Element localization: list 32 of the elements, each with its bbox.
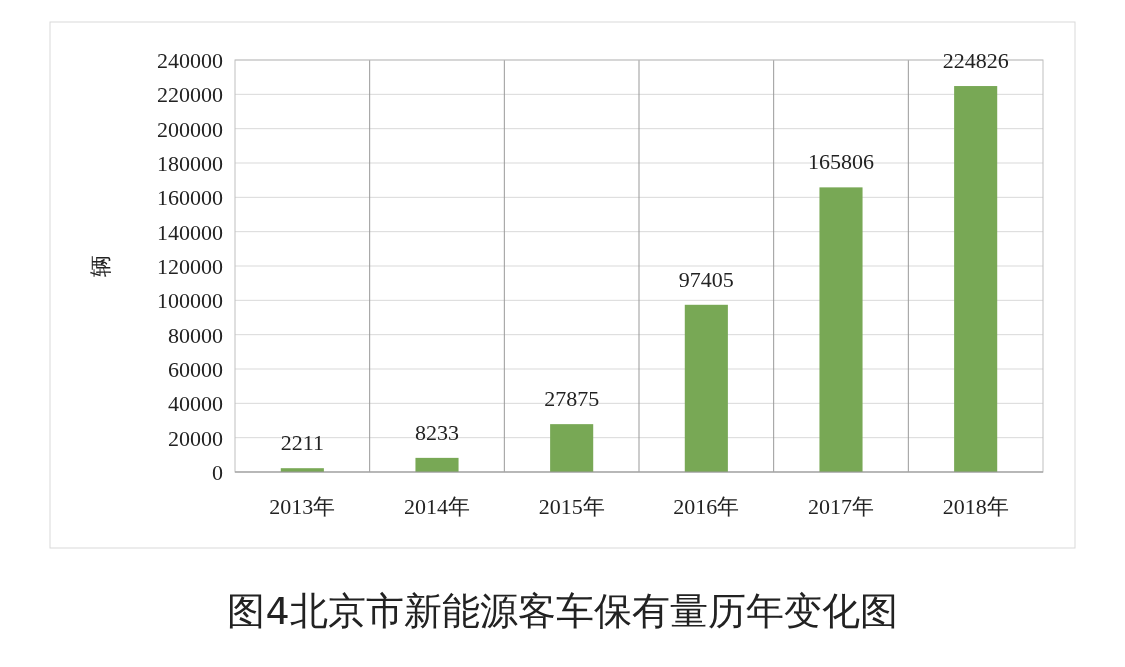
- data-label: 224826: [942, 48, 1009, 74]
- y-tick-label: 0: [212, 460, 223, 485]
- y-tick-label: 60000: [168, 357, 223, 382]
- bar: [684, 304, 728, 472]
- data-label: 165806: [808, 149, 874, 175]
- y-tick-label: 140000: [157, 219, 223, 245]
- y-tick-label: 20000: [168, 425, 223, 451]
- y-tick-label: 240000: [157, 48, 223, 73]
- bar: [819, 187, 863, 472]
- y-tick-label: 120000: [157, 254, 223, 279]
- y-tick-label: 180000: [157, 151, 223, 176]
- x-tick-label: 2013年: [269, 494, 336, 519]
- x-tick-label: 2017年: [808, 494, 874, 519]
- y-tick-label: 80000: [168, 322, 223, 348]
- y-tick-label: 200000: [157, 116, 223, 142]
- data-label: 8233: [415, 419, 459, 445]
- y-tick-label: 220000: [157, 82, 223, 108]
- y-tick-label: 100000: [157, 288, 223, 314]
- bar: [954, 86, 998, 472]
- bar: [415, 457, 459, 472]
- x-tick-label: 2015年: [538, 494, 605, 519]
- y-axis-title: 辆: [88, 255, 113, 277]
- text: 图4北京市新能源客车保有量历年变化图: [227, 589, 898, 633]
- data-label: 97405: [678, 266, 734, 292]
- x-tick-label: 2018年: [942, 494, 1009, 519]
- data-label: 2211: [280, 430, 324, 456]
- x-tick-label: 2016年: [673, 494, 740, 519]
- x-tick-label: 2014年: [404, 494, 470, 519]
- bar: [550, 424, 594, 472]
- data-label: 27875: [544, 386, 600, 412]
- y-tick-label: 160000: [157, 185, 223, 211]
- y-tick-label: 40000: [168, 391, 223, 417]
